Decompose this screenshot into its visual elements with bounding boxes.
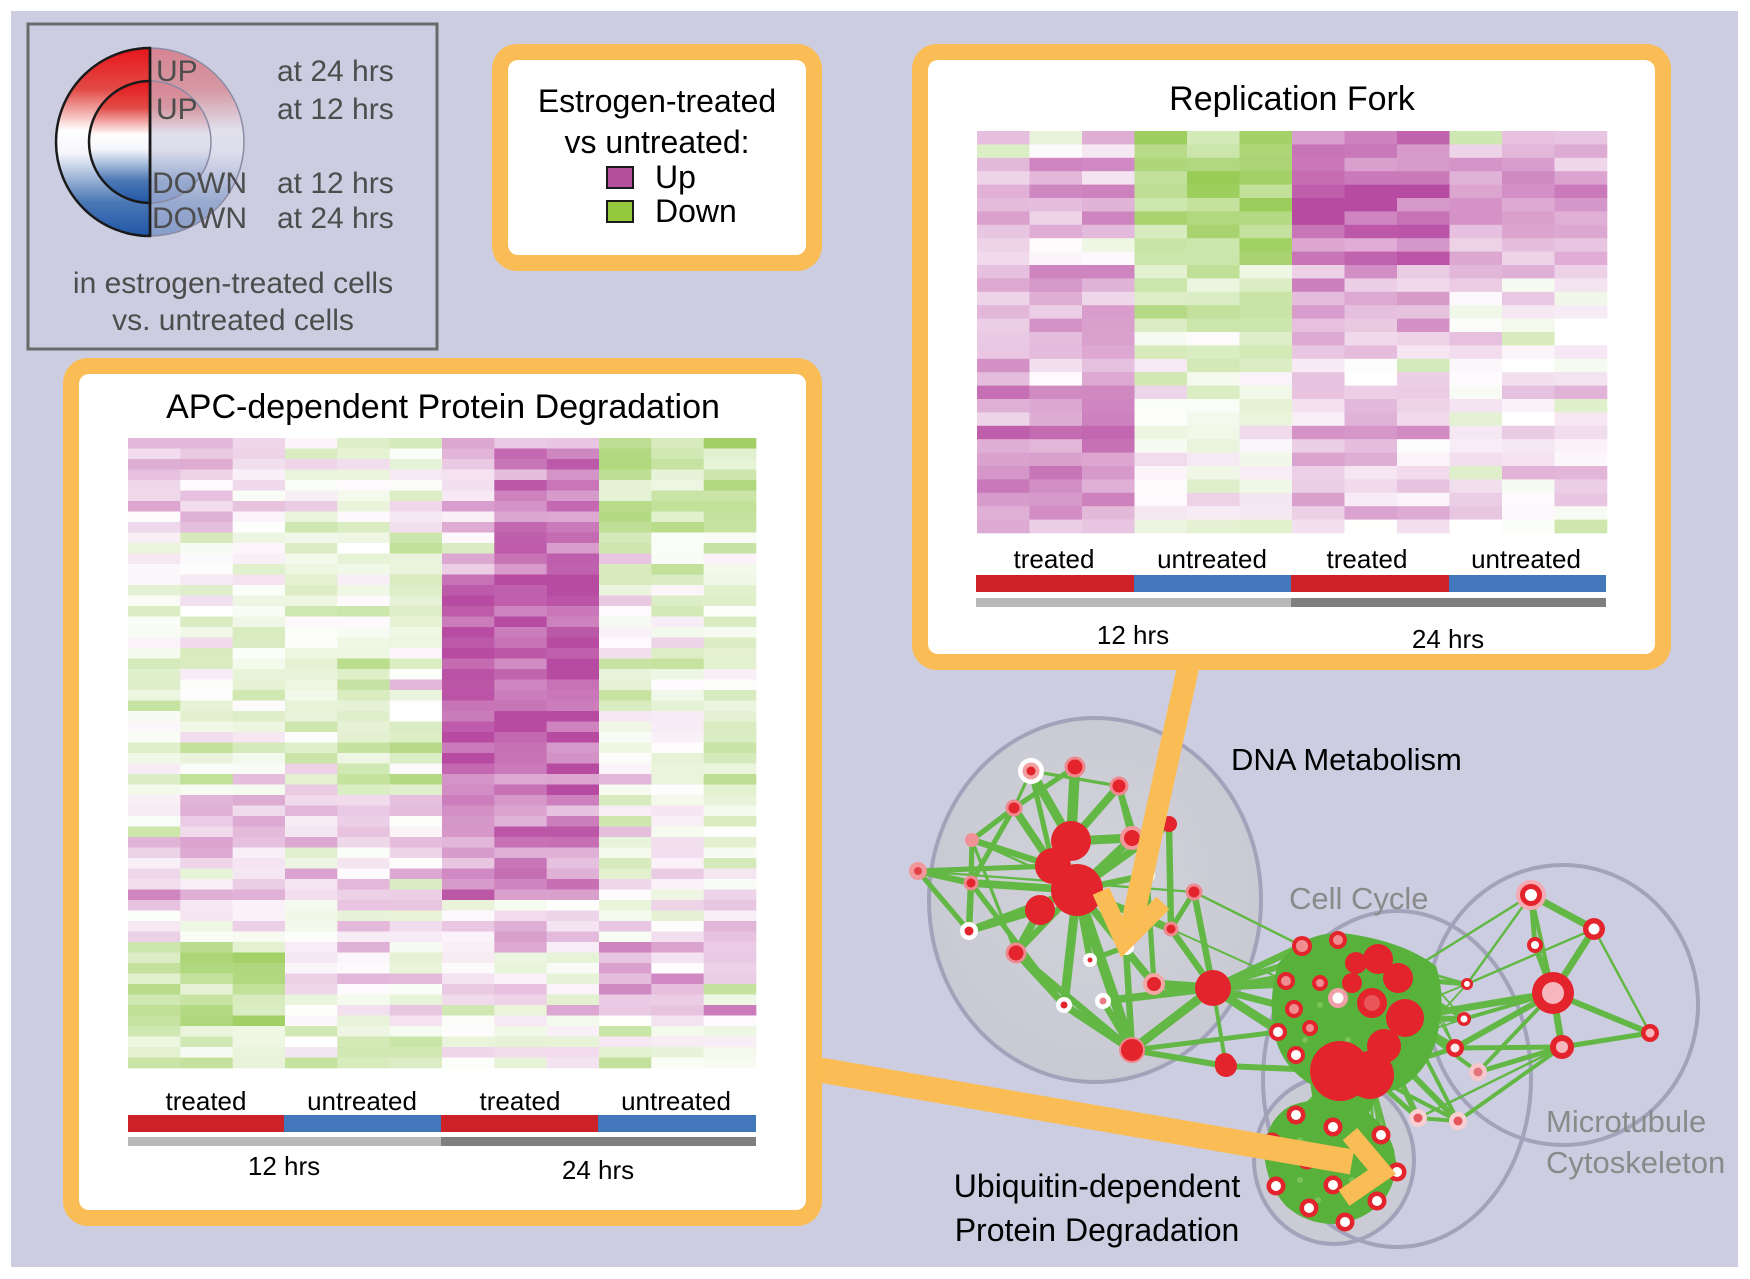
svg-text:treated: treated <box>166 1086 247 1116</box>
svg-text:at 12 hrs: at 12 hrs <box>277 93 394 126</box>
svg-text:untreated: untreated <box>307 1086 417 1116</box>
svg-text:24 hrs: 24 hrs <box>562 1155 634 1185</box>
svg-text:Estrogen-treated: Estrogen-treated <box>538 83 776 119</box>
svg-text:24 hrs: 24 hrs <box>1412 624 1484 654</box>
svg-text:12 hrs: 12 hrs <box>248 1151 320 1181</box>
svg-text:untreated: untreated <box>621 1086 731 1116</box>
svg-text:Ubiquitin-dependent: Ubiquitin-dependent <box>954 1168 1241 1204</box>
svg-text:UP: UP <box>156 55 198 88</box>
svg-text:Down: Down <box>655 193 737 229</box>
svg-text:Replication Fork: Replication Fork <box>1169 80 1416 118</box>
svg-text:treated: treated <box>480 1086 561 1116</box>
svg-text:UP: UP <box>156 93 198 126</box>
svg-text:at 12 hrs: at 12 hrs <box>277 167 394 200</box>
svg-text:treated: treated <box>1327 544 1408 574</box>
svg-text:untreated: untreated <box>1471 544 1581 574</box>
svg-text:DOWN: DOWN <box>152 167 247 200</box>
svg-text:DOWN: DOWN <box>152 202 247 235</box>
svg-text:Cytoskeleton: Cytoskeleton <box>1546 1145 1725 1180</box>
svg-text:vs. untreated cells: vs. untreated cells <box>112 304 354 337</box>
svg-text:Up: Up <box>655 159 696 195</box>
svg-text:vs untreated:: vs untreated: <box>565 124 750 160</box>
svg-text:untreated: untreated <box>1157 544 1267 574</box>
svg-text:12 hrs: 12 hrs <box>1097 620 1169 650</box>
svg-text:Cell Cycle: Cell Cycle <box>1289 881 1429 916</box>
svg-text:treated: treated <box>1014 544 1095 574</box>
svg-text:in estrogen-treated cells: in estrogen-treated cells <box>73 267 393 300</box>
svg-text:at 24 hrs: at 24 hrs <box>277 202 394 235</box>
svg-text:APC-dependent Protein Degradat: APC-dependent Protein Degradation <box>166 388 720 426</box>
svg-text:Protein Degradation: Protein Degradation <box>955 1212 1240 1248</box>
svg-text:Microtubule: Microtubule <box>1546 1104 1706 1139</box>
svg-text:at 24 hrs: at 24 hrs <box>277 55 394 88</box>
svg-text:DNA Metabolism: DNA Metabolism <box>1231 742 1462 777</box>
